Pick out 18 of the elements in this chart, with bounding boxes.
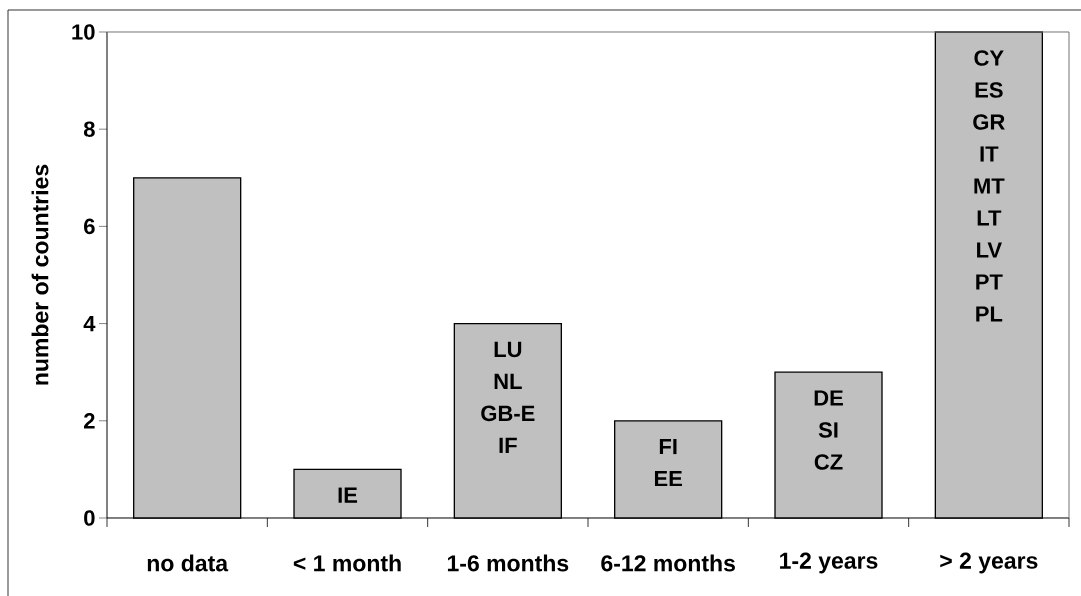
y-axis-title: number of countries — [31, 164, 49, 385]
y-tick-label: 2 — [84, 413, 95, 429]
x-tick-label: 1-2 years — [780, 552, 878, 574]
data-label: LU NL GB-E IF — [481, 341, 535, 453]
x-tick-label: 6-12 months — [601, 554, 735, 572]
y-tick-label: 8 — [83, 121, 95, 137]
y-tick-label: 0 — [84, 510, 95, 526]
y-tick-label: 4 — [83, 316, 96, 332]
x-tick-label: > 2 years — [940, 552, 1038, 574]
y-tick-label: 10 — [72, 24, 95, 40]
x-tick-label: 1-6 months — [447, 554, 569, 572]
text: CY ES GR IT MT LT LV PT PL — [973, 50, 1005, 322]
x-tick-label: no data — [147, 554, 229, 572]
y-tick-label: 6 — [84, 218, 95, 235]
data-label: FI EE — [654, 438, 682, 487]
x-tick-label: < 1 month — [293, 554, 401, 572]
data-label: DE SI CZ — [814, 390, 843, 470]
data-label: IE — [338, 487, 358, 503]
